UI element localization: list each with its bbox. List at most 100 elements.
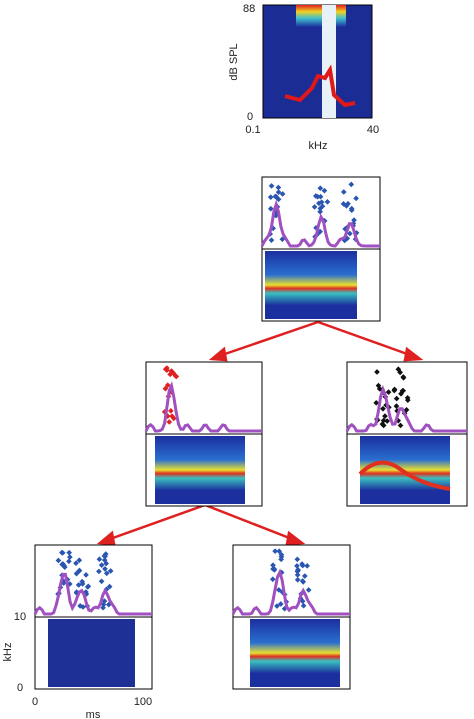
raster-dot	[382, 413, 388, 419]
raster-dot	[317, 193, 324, 200]
raster-dot	[294, 572, 301, 578]
heatmap	[48, 619, 135, 687]
raster-dot	[162, 385, 169, 392]
raster-dot	[76, 557, 83, 564]
raster-dot	[80, 604, 86, 610]
raster-dot	[79, 578, 86, 585]
raster-dot	[317, 185, 324, 192]
tuning-hot-region	[296, 5, 346, 27]
x-right: 40	[367, 124, 379, 136]
raster-dot	[275, 189, 282, 195]
raster-dot	[348, 207, 355, 214]
raster-dot	[393, 395, 400, 402]
raster-dot	[96, 568, 102, 575]
raster-dot	[393, 403, 400, 409]
raster-dot	[270, 562, 276, 569]
raster-dot	[73, 560, 79, 567]
raster-dot	[278, 551, 285, 558]
heatmap-trace	[358, 460, 451, 491]
raster-dot	[103, 560, 110, 567]
x-axis-label: kHz	[309, 140, 328, 152]
y-axis-label: kHz	[2, 643, 14, 662]
raster-dot	[316, 200, 322, 207]
raster-dot	[167, 371, 174, 378]
raster-dot	[164, 382, 171, 388]
raster-dot	[98, 562, 105, 568]
raster-dot	[279, 191, 286, 197]
raster-dot	[66, 549, 73, 556]
heatmap	[265, 251, 357, 319]
raster-box	[34, 544, 153, 618]
heatmap	[250, 619, 340, 687]
raster-dot	[106, 583, 113, 590]
psth-curve	[33, 572, 152, 616]
raster-dot	[301, 573, 308, 579]
raster-dot	[267, 194, 274, 200]
x-left: 0	[32, 696, 38, 708]
raster-dot	[268, 183, 275, 189]
raster-dot	[317, 208, 323, 215]
raster-dot	[98, 578, 105, 585]
x-left: 0.1	[245, 124, 260, 136]
raster-dot	[168, 408, 174, 414]
raster-dot	[373, 399, 380, 406]
raster-dot	[277, 601, 284, 607]
y-top: 88	[243, 3, 255, 15]
raster-dot	[294, 563, 300, 569]
raster-dot	[102, 553, 108, 560]
raster-dot	[271, 567, 278, 573]
raster-dot	[169, 413, 175, 420]
raster-dot	[73, 570, 80, 577]
raster-dot	[267, 205, 274, 212]
raster-dot	[107, 568, 114, 574]
x-axis-label: ms	[86, 709, 101, 719]
raster-box	[232, 544, 351, 618]
raster-dot	[305, 587, 312, 593]
psth-curve	[144, 381, 262, 433]
raster-dot	[67, 554, 73, 560]
heatmap	[360, 436, 450, 504]
raster-dot	[391, 387, 398, 394]
raster-dot	[321, 187, 328, 194]
raster-dot	[85, 583, 92, 590]
raster-dot	[59, 550, 66, 556]
x-right: 100	[134, 696, 152, 708]
raster-dot	[294, 556, 301, 563]
raster-dot	[55, 557, 62, 564]
raster-dot	[395, 366, 402, 373]
raster-dot	[340, 201, 347, 207]
raster-dot	[272, 548, 278, 555]
y-bottom: 0	[17, 682, 23, 694]
raster-dot	[269, 576, 276, 583]
raster-dot	[375, 382, 382, 389]
raster-dot	[347, 230, 353, 237]
psth-curve	[260, 199, 380, 248]
raster-dot	[300, 602, 307, 609]
raster-dot	[374, 369, 380, 375]
raster-dot	[294, 576, 301, 583]
raster-dot	[380, 405, 386, 412]
y-bottom: 0	[247, 111, 253, 123]
raster-dot	[399, 388, 406, 394]
raster-dot	[403, 407, 410, 413]
raster-dot	[59, 561, 65, 568]
arrows	[96, 320, 424, 546]
y-top: 10	[14, 611, 26, 623]
raster-dot	[76, 567, 83, 574]
tuning-threshold	[284, 64, 356, 108]
psth-curve	[231, 568, 350, 616]
raster-dot	[324, 199, 331, 205]
raster-dot	[166, 419, 173, 425]
raster-dot	[274, 603, 280, 609]
raster-dot	[75, 582, 82, 588]
raster-dot	[348, 181, 355, 188]
raster-dot	[353, 195, 359, 202]
raster-dot	[311, 204, 318, 210]
raster-dot	[397, 422, 404, 429]
raster-dot	[272, 193, 279, 200]
raster-dot	[304, 562, 310, 569]
raster-dot	[96, 556, 103, 563]
heatmap	[155, 436, 245, 504]
raster-dot	[164, 365, 170, 371]
raster-dot	[384, 418, 390, 424]
